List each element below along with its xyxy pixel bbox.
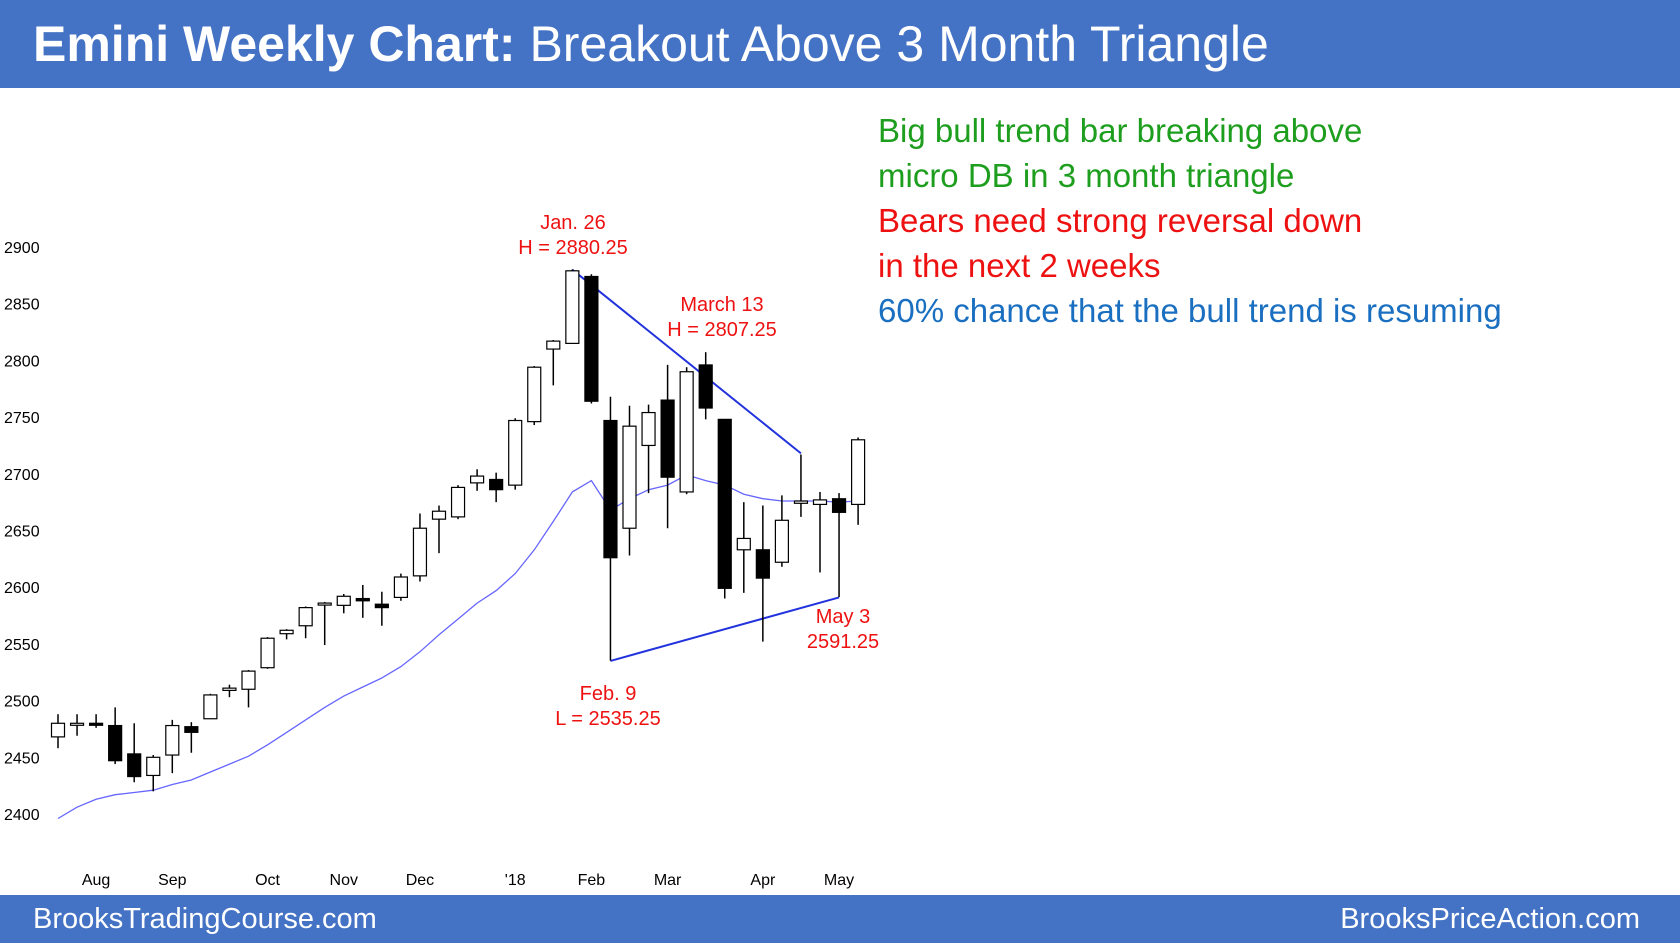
- moving-average-line: [57, 474, 859, 820]
- commentary-line-3: Bears need strong reversal down: [878, 202, 1363, 239]
- candle-body-bear: [88, 722, 104, 726]
- header-bar: Emini Weekly Chart: Breakout Above 3 Mon…: [0, 0, 1680, 88]
- candle-body-bear: [831, 498, 847, 513]
- y-tick-label: 2500: [4, 694, 40, 711]
- candle-body-bull: [641, 411, 656, 447]
- candle-body-bear: [717, 418, 732, 589]
- candle-body-bear: [184, 726, 199, 733]
- candle-body-bull: [393, 576, 408, 599]
- jan26-label: Jan. 26 H = 2880.25: [503, 211, 643, 261]
- candle-body-bear: [374, 603, 389, 609]
- footer-bar: BrooksTradingCourse.com BrooksPriceActio…: [0, 895, 1680, 943]
- x-tick-label: '18: [505, 872, 526, 889]
- x-tick-label: Mar: [654, 872, 682, 889]
- y-tick-label: 2600: [4, 580, 40, 597]
- chart-title: Emini Weekly Chart: Breakout Above 3 Mon…: [33, 0, 1269, 88]
- candle-body-bull: [336, 595, 351, 606]
- candle-body-bear: [755, 549, 770, 579]
- footer-right-link[interactable]: BrooksPriceAction.com: [1340, 903, 1640, 935]
- jan26-date: Jan. 26: [540, 212, 606, 234]
- trendline: [610, 596, 840, 662]
- candle-body-bull: [679, 371, 694, 493]
- candle-body-bear: [489, 478, 504, 491]
- candle-body-bull: [222, 687, 237, 691]
- feb9-date: Feb. 9: [579, 683, 637, 705]
- candle-body-bull: [793, 500, 809, 504]
- candle-body-bull: [165, 724, 180, 756]
- candle-body-bull: [241, 670, 256, 690]
- candle-body-bear: [355, 597, 370, 602]
- y-tick-label: 2750: [4, 410, 40, 427]
- candle-body-bear: [127, 753, 142, 778]
- y-tick-label: 2550: [4, 637, 40, 654]
- x-tick-label: Sep: [158, 872, 187, 889]
- title-bold: Emini Weekly Chart:: [33, 16, 516, 72]
- x-tick-label: May: [824, 872, 854, 889]
- candle-body-bull: [527, 366, 542, 423]
- candle-body-bull: [622, 425, 637, 529]
- x-tick-label: Feb: [578, 872, 606, 889]
- candle-body-bull: [431, 510, 447, 520]
- candle-body-bear: [698, 364, 713, 409]
- x-tick-label: Nov: [330, 872, 358, 889]
- may3-value: 2591.25: [806, 631, 880, 653]
- candle-body-bull: [317, 602, 332, 606]
- candle-body-bull: [260, 637, 275, 669]
- mar13-label: March 13 H = 2807.25: [652, 293, 792, 343]
- candle-body-bull: [470, 475, 485, 484]
- commentary-line-1: Big bull trend bar breaking above: [878, 112, 1363, 149]
- title-rest: Breakout Above 3 Month Triangle: [529, 16, 1269, 72]
- footer-left-link[interactable]: BrooksTradingCourse.com: [33, 903, 377, 935]
- candle-body-bull: [50, 722, 66, 738]
- jan26-value: H = 2880.25: [518, 237, 628, 259]
- candle-body-bear: [108, 724, 123, 762]
- mar13-value: H = 2807.25: [667, 319, 777, 341]
- candle-body-bull: [279, 629, 294, 635]
- x-tick-label: Apr: [750, 872, 776, 889]
- candlestick-chart: 2900 2850 2800 2750 2700 2650 2600 2550 2500 2450…: [4, 240, 866, 889]
- commentary-line-4: in the next 2 weeks: [878, 247, 1161, 284]
- candle-body-bull: [812, 499, 828, 506]
- y-tick-label: 2450: [4, 750, 40, 767]
- candle-body-bull: [850, 439, 866, 506]
- candle-body-bull: [298, 607, 313, 627]
- y-tick-label: 2800: [4, 353, 40, 370]
- candle-body-bull: [203, 694, 218, 720]
- x-tick-label: Oct: [255, 872, 280, 889]
- feb9-label: Feb. 9 L = 2535.25: [538, 682, 678, 732]
- y-tick-label: 2400: [4, 807, 40, 824]
- y-tick-label: 2700: [4, 467, 40, 484]
- candle-body-bull: [69, 722, 85, 726]
- candle-body-bear: [660, 399, 675, 478]
- candle-body-bull: [736, 537, 751, 551]
- candle-body-bull: [450, 486, 466, 518]
- y-tick-label: 2650: [4, 524, 40, 541]
- candle-body-bull: [546, 340, 561, 350]
- y-tick-label: 2850: [4, 297, 40, 314]
- may3-label: May 3 2591.25: [778, 605, 908, 655]
- candle-body-bull: [412, 527, 428, 577]
- trendline: [571, 268, 802, 455]
- x-tick-label: Dec: [406, 872, 434, 889]
- candle-body-bear: [584, 275, 599, 402]
- candle-body-bear: [603, 419, 618, 559]
- commentary-line-2: micro DB in 3 month triangle: [878, 157, 1295, 194]
- candle-body-bull: [146, 756, 161, 777]
- mar13-date: March 13: [680, 294, 764, 316]
- candle-body-bull: [508, 419, 523, 486]
- candle-body-bull: [774, 519, 790, 563]
- y-tick-label: 2900: [4, 240, 40, 257]
- feb9-value: L = 2535.25: [555, 708, 661, 730]
- commentary-line-5: 60% chance that the bull trend is resumi…: [878, 292, 1502, 329]
- candle-body-bull: [565, 270, 580, 344]
- x-tick-label: Aug: [82, 872, 110, 889]
- may3-date: May 3: [815, 606, 871, 628]
